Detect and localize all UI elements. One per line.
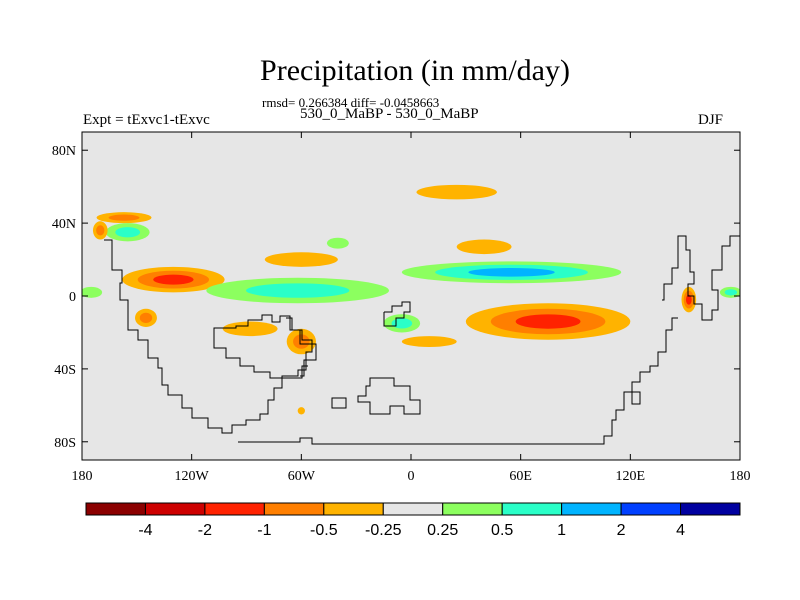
coastline-antarctica xyxy=(238,317,678,445)
colorbar-label-8: 2 xyxy=(617,522,626,539)
coastline-asia xyxy=(662,235,740,321)
colorbar-box-9 xyxy=(620,502,682,516)
lon-tick-label-0: 180 xyxy=(72,469,93,484)
anomaly-18-level-1 xyxy=(391,318,413,329)
colorbar-box-4 xyxy=(323,502,384,516)
lat-tick-label-2: 0 xyxy=(69,290,76,305)
colorbar-label-9: 4 xyxy=(676,522,685,539)
colorbar-label-7: 1 xyxy=(557,522,566,539)
anomaly-11-level-0 xyxy=(416,184,497,200)
anomaly-19-level-0 xyxy=(297,407,305,415)
colorbar-box-8 xyxy=(561,502,622,516)
colorbar-box-6 xyxy=(442,502,503,516)
plot-title: Precipitation (in mm/day) xyxy=(260,54,570,87)
lat-tick-label-1: 40N xyxy=(52,217,76,232)
colorbar: -4 -2 -1 -0.5 -0.25 0.25 0.5 1 2 4 xyxy=(85,502,741,539)
coastline-islands-3 xyxy=(631,391,641,405)
lon-tick-label-3: 0 xyxy=(408,469,415,484)
colorbar-box-0 xyxy=(85,502,146,516)
map-axes: 180 120W 60W 0 60E 120E 180 80N 40N 0 40S 80S xyxy=(52,132,751,484)
anomaly-13-level-0 xyxy=(456,239,512,255)
experiment-label: Expt = tExvc1-tExvc xyxy=(83,112,210,128)
lat-tick-label-3: 40S xyxy=(54,363,76,378)
anomaly-0-level-2 xyxy=(515,314,581,329)
lon-tick-label-1: 120W xyxy=(175,469,210,484)
anomaly-1-level-2 xyxy=(153,274,194,285)
map-background xyxy=(82,132,740,460)
colorbar-box-2 xyxy=(204,502,265,516)
coastline-islands-2 xyxy=(331,397,347,409)
anomaly-6-level-1 xyxy=(96,225,105,236)
subtitle: 530_0_MaBP - 530_0_MaBP xyxy=(300,106,479,122)
anomaly-10-level-0 xyxy=(222,321,278,337)
colorbar-label-0: -4 xyxy=(138,522,152,539)
coastlines xyxy=(104,235,740,445)
anomaly-4-level-1 xyxy=(115,227,141,238)
lat-tick-label-0: 80N xyxy=(52,144,76,159)
anomaly-8-level-1 xyxy=(139,312,153,324)
colorbar-box-7 xyxy=(501,502,563,516)
anomaly-16-level-0 xyxy=(82,286,103,298)
lon-tick-label-6: 180 xyxy=(730,469,751,484)
stats-label: rmsd= 0.266384 diff= -0.0458663 xyxy=(262,95,440,110)
colorbar-box-1 xyxy=(144,502,206,516)
anomaly-17-level-0 xyxy=(401,336,457,348)
anomaly-9-level-1 xyxy=(293,334,310,349)
anomaly-15-level-1 xyxy=(724,289,738,296)
coastline-americas xyxy=(104,239,313,434)
anomaly-5-level-1 xyxy=(108,214,140,221)
anomaly-3-level-1 xyxy=(246,283,350,298)
lon-tick-label-4: 60E xyxy=(509,469,532,484)
colorbar-box-5 xyxy=(382,502,444,516)
season-label: DJF xyxy=(698,112,724,128)
colorbar-label-4: -0.25 xyxy=(365,522,402,539)
colorbar-box-3 xyxy=(263,502,325,516)
anomaly-14-level-0 xyxy=(326,237,349,249)
coastline-south-america xyxy=(286,317,317,377)
colorbar-box-10 xyxy=(680,502,741,516)
precip-anomalies xyxy=(82,184,740,415)
colorbar-label-3: -0.5 xyxy=(310,522,338,539)
anomaly-7-level-2 xyxy=(685,294,692,305)
lon-tick-label-5: 120E xyxy=(616,469,646,484)
anomaly-2-level-2 xyxy=(468,268,555,277)
coastline-islands xyxy=(357,377,421,415)
colorbar-label-2: -1 xyxy=(257,522,271,539)
colorbar-label-6: 0.5 xyxy=(491,522,513,539)
anomaly-12-level-0 xyxy=(264,252,338,267)
colorbar-label-1: -2 xyxy=(198,522,212,539)
coastline-africa xyxy=(383,301,411,327)
lon-tick-label-2: 60W xyxy=(288,469,316,484)
lat-tick-label-4: 80S xyxy=(54,436,76,451)
colorbar-label-5: 0.25 xyxy=(427,522,458,539)
